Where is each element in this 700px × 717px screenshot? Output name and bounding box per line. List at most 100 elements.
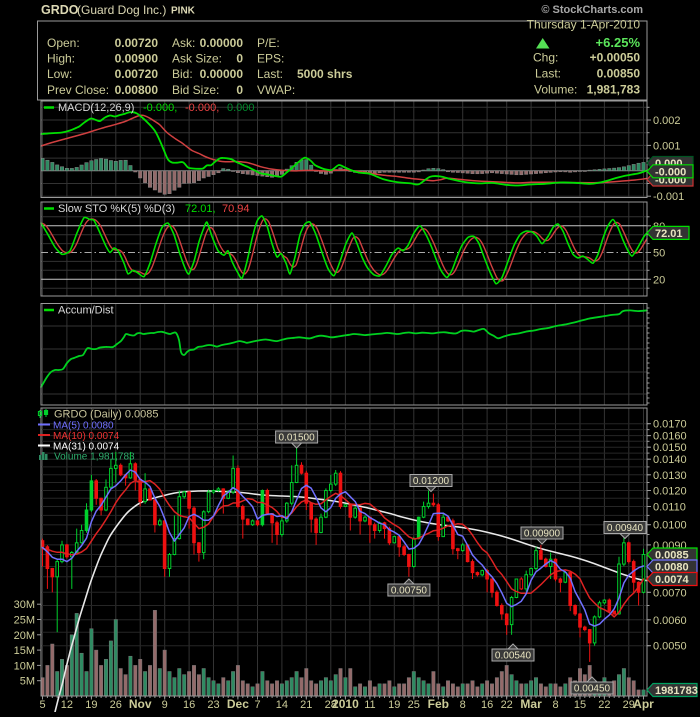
svg-text:0.0050: 0.0050 [653, 641, 687, 653]
svg-text:14: 14 [276, 699, 288, 711]
svg-text:© StockCharts.com: © StockCharts.com [541, 4, 643, 16]
svg-text:0.0140: 0.0140 [653, 454, 687, 466]
svg-text:25M: 25M [14, 615, 35, 627]
svg-text:MACD(12,26,9): MACD(12,26,9) [58, 102, 134, 114]
svg-text:GRDO (Daily) 0.0085: GRDO (Daily) 0.0085 [54, 409, 159, 421]
svg-text:0.0100: 0.0100 [653, 520, 687, 532]
svg-text:Open:: Open: [47, 36, 80, 50]
svg-text:0: 0 [236, 83, 243, 97]
svg-text:20: 20 [653, 274, 665, 286]
svg-text:MA(10) 0.0074: MA(10) 0.0074 [53, 431, 120, 442]
svg-text:15: 15 [574, 699, 586, 711]
svg-text:Volume:: Volume: [534, 83, 577, 97]
svg-text:Bid:: Bid: [172, 67, 193, 81]
svg-text:Last:: Last: [257, 67, 283, 81]
svg-text:20M: 20M [14, 630, 35, 642]
svg-text:26: 26 [110, 699, 122, 711]
svg-text:0.00720: 0.00720 [115, 67, 159, 81]
svg-text:High:: High: [47, 52, 75, 66]
svg-text:0.00000: 0.00000 [200, 36, 244, 50]
svg-text:-0.000,: -0.000, [143, 102, 177, 114]
svg-text:0.00000: 0.00000 [200, 67, 244, 81]
svg-text:30M: 30M [14, 599, 35, 611]
svg-text:5M: 5M [20, 676, 35, 688]
svg-text:Prev Close:: Prev Close: [47, 83, 109, 97]
svg-text:50: 50 [653, 248, 665, 260]
svg-text:25: 25 [408, 699, 420, 711]
svg-text:Dec: Dec [227, 697, 249, 711]
svg-text:0.00750: 0.00750 [391, 586, 428, 597]
svg-text:Accum/Dist: Accum/Dist [58, 305, 114, 317]
svg-text:Feb: Feb [428, 697, 449, 711]
svg-text:0.01200: 0.01200 [413, 476, 450, 487]
svg-text:0.00800: 0.00800 [115, 83, 159, 97]
svg-text:Volume 1,981,783: Volume 1,981,783 [54, 452, 135, 463]
svg-text:19: 19 [388, 699, 400, 711]
svg-text:EPS:: EPS: [257, 52, 284, 66]
svg-text:Low:: Low: [47, 67, 72, 81]
svg-text:PINK: PINK [171, 6, 196, 17]
svg-text:0.002: 0.002 [653, 115, 681, 127]
svg-text:0.0060: 0.0060 [653, 615, 687, 627]
svg-text:5: 5 [39, 699, 45, 711]
svg-text:0.00540: 0.00540 [495, 651, 532, 662]
svg-text:22: 22 [501, 699, 513, 711]
svg-text:15M: 15M [14, 645, 35, 657]
svg-text:-0.000: -0.000 [655, 166, 686, 178]
svg-text:VWAP:: VWAP: [257, 83, 295, 97]
svg-text:P/E:: P/E: [257, 36, 280, 50]
svg-text:29: 29 [623, 699, 635, 711]
svg-text:22: 22 [598, 699, 610, 711]
svg-text:0.00450: 0.00450 [574, 684, 611, 695]
svg-text:0.0170: 0.0170 [653, 419, 687, 431]
svg-text:+6.25%: +6.25% [596, 35, 641, 50]
svg-text:Apr: Apr [633, 697, 654, 711]
svg-text:Bid Size:: Bid Size: [172, 83, 219, 97]
svg-text:8: 8 [460, 699, 466, 711]
svg-text:70.94: 70.94 [222, 203, 250, 215]
svg-text:(Guard Dog Inc.): (Guard Dog Inc.) [77, 3, 166, 17]
svg-text:21: 21 [300, 699, 312, 711]
svg-text:-0.001: -0.001 [653, 191, 684, 203]
svg-text:0.0085: 0.0085 [655, 550, 689, 562]
svg-text:16: 16 [481, 699, 493, 711]
svg-text:GRDO: GRDO [41, 3, 79, 17]
svg-text:0.0070: 0.0070 [653, 587, 687, 599]
svg-text:Ask Size:: Ask Size: [172, 52, 222, 66]
svg-text:0.000: 0.000 [227, 102, 255, 114]
svg-text:72.01: 72.01 [655, 228, 683, 240]
svg-text:7: 7 [254, 699, 260, 711]
svg-text:Thursday 1-Apr-2010: Thursday 1-Apr-2010 [527, 18, 641, 32]
svg-text:Mar: Mar [520, 697, 542, 711]
svg-text:0.0160: 0.0160 [653, 431, 687, 443]
svg-text:MA(5) 0.0080: MA(5) 0.0080 [53, 421, 114, 432]
svg-text:0.0080: 0.0080 [655, 562, 689, 574]
svg-text:Slow STO %K(5) %D(3): Slow STO %K(5) %D(3) [58, 203, 175, 215]
svg-text:0.01500: 0.01500 [279, 433, 316, 444]
svg-text:Last:: Last: [535, 67, 561, 81]
svg-text:1,981,783: 1,981,783 [587, 83, 641, 97]
svg-text:28: 28 [325, 699, 337, 711]
svg-text:0.00850: 0.00850 [597, 67, 641, 81]
svg-text:+0.00050: +0.00050 [590, 51, 641, 65]
svg-text:0.0130: 0.0130 [653, 470, 687, 482]
svg-text:Chg:: Chg: [533, 51, 558, 65]
svg-text:1981783: 1981783 [655, 685, 698, 697]
svg-text:23: 23 [207, 699, 219, 711]
svg-text:Nov: Nov [129, 697, 152, 711]
svg-text:10M: 10M [14, 660, 35, 672]
svg-text:MA(31) 0.0074: MA(31) 0.0074 [53, 442, 120, 453]
svg-text:2010: 2010 [332, 697, 359, 711]
svg-text:11: 11 [364, 699, 375, 711]
svg-text:5000 shrs: 5000 shrs [297, 67, 353, 81]
svg-text:12: 12 [61, 699, 73, 711]
svg-text:8: 8 [552, 699, 558, 711]
svg-text:0.0074: 0.0074 [655, 574, 690, 586]
svg-text:0.00900: 0.00900 [115, 52, 159, 66]
svg-text:-0.000,: -0.000, [185, 102, 219, 114]
svg-text:0.0120: 0.0120 [653, 486, 687, 498]
svg-text:72.01,: 72.01, [185, 203, 216, 215]
svg-text:16: 16 [183, 699, 195, 711]
svg-text:0.00900: 0.00900 [524, 529, 561, 540]
svg-text:0.0110: 0.0110 [653, 502, 686, 514]
